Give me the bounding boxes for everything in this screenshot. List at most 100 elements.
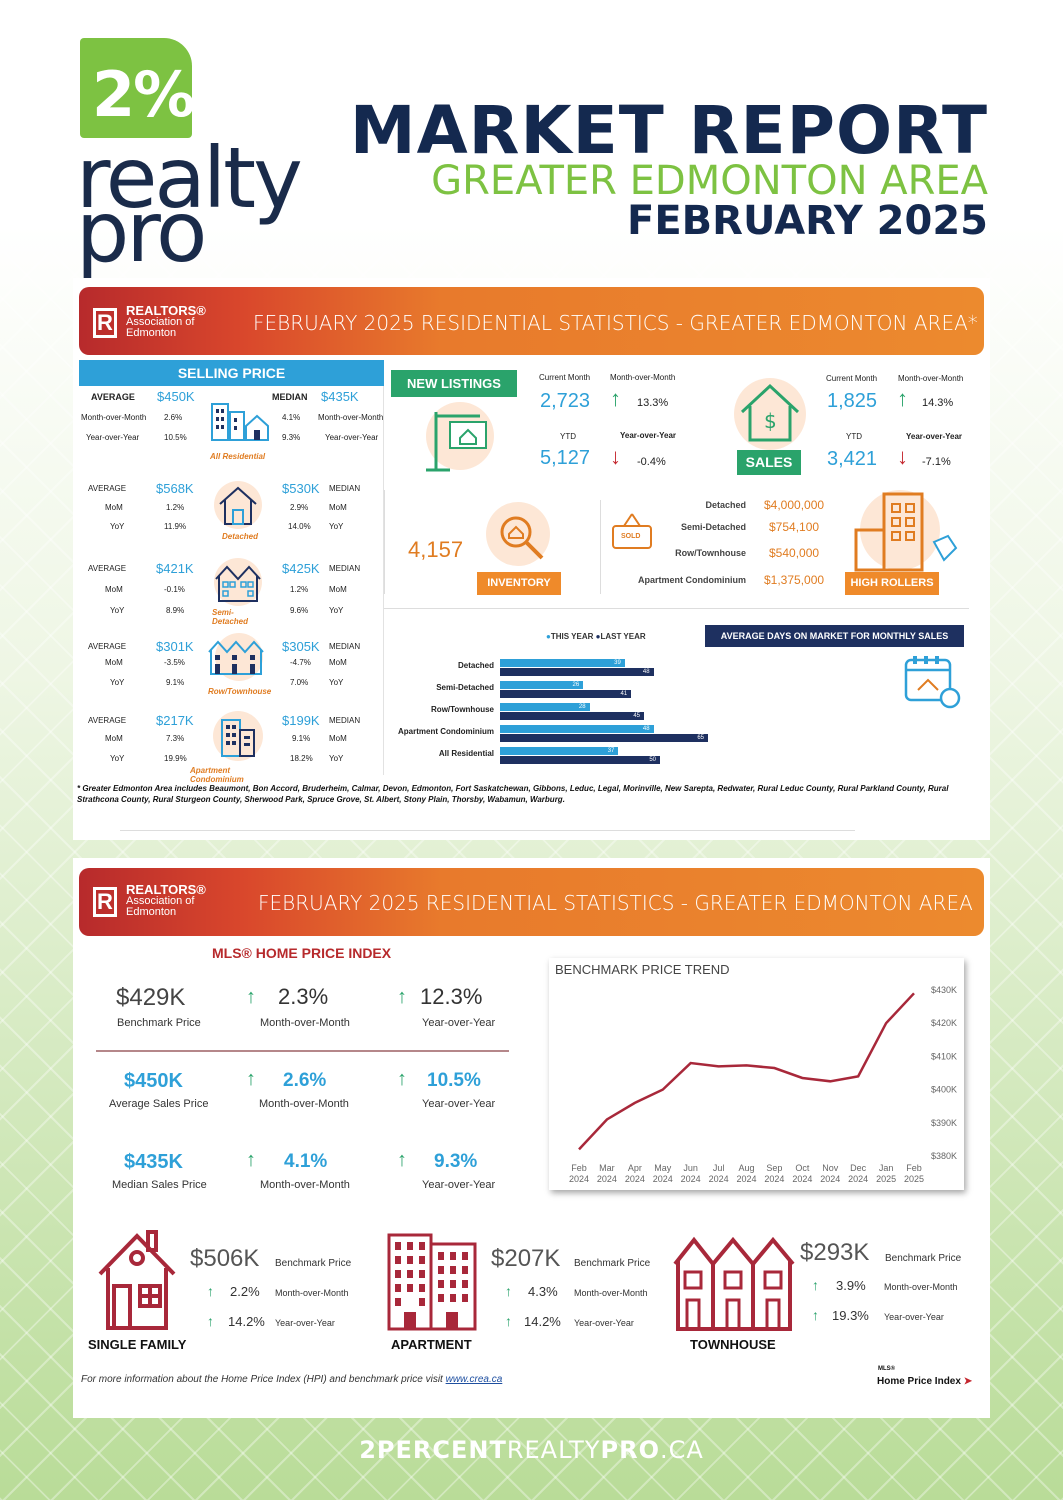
apartment-mom: 4.3%	[528, 1284, 558, 1299]
stats-banner	[79, 287, 984, 355]
row-mom-label: MoM	[105, 585, 123, 594]
row-avg-price: $217K	[156, 713, 194, 728]
inventory-tag: INVENTORY	[477, 572, 561, 595]
row-avg-label: AVERAGE	[88, 564, 127, 573]
row-med-label: MEDIAN	[329, 484, 361, 493]
row-avg-label: AVERAGE	[88, 484, 127, 493]
all-yoy-label: Year-over-Year	[86, 433, 140, 442]
calendar-icon	[904, 656, 961, 709]
all-residential-icon	[211, 403, 269, 441]
all-avg-mom: 2.6%	[164, 413, 183, 422]
row-avg-mom: 1.2%	[166, 503, 185, 512]
nl-up-arrow-icon: ↑	[610, 386, 621, 411]
row-mom-label: MoM	[105, 734, 123, 743]
hr-label-semi: Semi-Detached	[680, 522, 746, 532]
row-mom-label: MoM	[105, 658, 123, 667]
benchmark-price-label: Benchmark Price	[117, 1017, 201, 1029]
x-tick-month: Apr	[628, 1163, 642, 1173]
all-mom-label: Month-over-Month	[81, 413, 147, 422]
dom-bar-last-year: 45	[500, 712, 644, 720]
avg-sales-yoy-label: Year-over-Year	[422, 1098, 496, 1110]
realtors-logo-icon: R	[93, 308, 117, 338]
townhouse-yoy-label: Year-over-Year	[884, 1312, 944, 1322]
y-tick-label: $390K	[931, 1118, 957, 1128]
x-tick-month: Nov	[822, 1163, 839, 1173]
sales-current-label: Current Month	[826, 374, 878, 383]
median-sales-price-label: Median Sales Price	[112, 1179, 207, 1191]
sales-yoy-label: Year-over-Year	[906, 432, 963, 441]
row-avg-yoy: 8.9%	[166, 606, 185, 615]
website-footer[interactable]: 2PERCENTREALTYPRO.CA	[359, 1436, 704, 1464]
single-family-caption: SINGLE FAMILY	[88, 1337, 187, 1352]
dom-category-label: Row/Townhouse	[431, 705, 494, 714]
hr-value-semi: $754,100	[769, 520, 820, 534]
hr-label-row: Row/Townhouse	[675, 548, 746, 558]
row-med-yoy: 14.0%	[288, 522, 311, 531]
x-tick-month: Oct	[795, 1163, 810, 1173]
row-mom-label-right: MoM	[329, 503, 347, 512]
x-tick-month: Feb	[906, 1163, 922, 1173]
all-yoy-label-right: Year-over-Year	[325, 433, 379, 442]
all-avg-yoy: 10.5%	[164, 433, 187, 442]
semi-detached-caption: Semi-Detached	[212, 608, 249, 626]
nl-mom-label: Month-over-Month	[610, 373, 676, 382]
median-sales-mom-label: Month-over-Month	[260, 1179, 350, 1191]
row-yoy-label: YoY	[110, 522, 125, 531]
row-yoy-label: YoY	[110, 754, 125, 763]
hr-label-detached: Detached	[705, 500, 746, 510]
row-med-price: $305K	[282, 639, 320, 654]
row-avg-mom: 7.3%	[166, 734, 185, 743]
report-title: MARKET REPORT	[349, 92, 988, 169]
apartment-icon	[213, 711, 263, 761]
up-arrow-icon: ↑	[246, 1149, 256, 1171]
legend-last-year: LAST YEAR	[600, 632, 646, 641]
hpi-title: MLS® HOME PRICE INDEX	[212, 945, 392, 961]
nl-ytd-label: YTD	[560, 432, 576, 441]
single-family-mom-label: Month-over-Month	[275, 1288, 349, 1298]
area-footnote: * Greater Edmonton Area includes Beaumon…	[77, 784, 949, 804]
hpi-banner-title: FEBRUARY 2025 RESIDENTIAL STATISTICS - G…	[258, 891, 973, 915]
sales-down-arrow-icon: ↓	[897, 444, 908, 469]
row-med-mom: 1.2%	[290, 585, 309, 594]
sales-house-icon: $	[734, 378, 806, 450]
row-med-label: MEDIAN	[329, 716, 361, 725]
hr-value-detached: $4,000,000	[764, 498, 825, 512]
row-med-price: $425K	[282, 561, 320, 576]
apartment-yoy-label: Year-over-Year	[574, 1318, 634, 1328]
hr-value-row: $540,000	[769, 546, 820, 560]
row-yoy-label-right: YoY	[329, 678, 344, 687]
report-subtitle: GREATER EDMONTON AREA	[431, 158, 988, 204]
x-tick-year: 2024	[736, 1174, 756, 1184]
crea-link[interactable]: www.crea.ca	[445, 1374, 503, 1385]
avg-sales-price: $450K	[124, 1070, 183, 1092]
row-yoy-label-right: YoY	[329, 606, 344, 615]
apartment-bp-label: Benchmark Price	[574, 1258, 651, 1269]
up-arrow-icon: ↑	[207, 1313, 214, 1329]
up-arrow-icon: ↑	[397, 986, 407, 1008]
sold-sign-icon	[612, 513, 652, 549]
up-arrow-icon: ↑	[246, 1068, 256, 1090]
logo-badge	[80, 38, 192, 138]
row-avg-price: $421K	[156, 561, 194, 576]
avg-sales-price-label: Average Sales Price	[109, 1098, 209, 1110]
nl-yoy-value: -0.4%	[637, 456, 666, 468]
row-med-yoy: 9.6%	[290, 606, 309, 615]
single-family-yoy-label: Year-over-Year	[275, 1318, 335, 1328]
all-mom-label-right: Month-over-Month	[318, 413, 384, 422]
single-family-bp-label: Benchmark Price	[275, 1258, 352, 1269]
avg-sales-mom-label: Month-over-Month	[259, 1098, 349, 1110]
selling-price-column	[79, 360, 384, 775]
row-yoy-label-right: YoY	[329, 754, 344, 763]
benchmark-mom: 2.3%	[278, 984, 329, 1009]
apartment-caption-2: APARTMENT	[391, 1337, 472, 1352]
row-med-yoy: 18.2%	[290, 754, 313, 763]
x-tick-month: Jan	[879, 1163, 894, 1173]
sales-mom-label: Month-over-Month	[898, 374, 964, 383]
row-med-mom: 9.1%	[292, 734, 311, 743]
high-rollers-building-icon	[854, 490, 958, 572]
row-avg-mom: -0.1%	[164, 585, 185, 594]
listing-sign-icon	[426, 402, 494, 472]
median-sales-mom: 4.1%	[284, 1151, 328, 1172]
dom-bar-this-year: 28	[500, 703, 590, 711]
y-tick-label: $380K	[931, 1151, 957, 1161]
